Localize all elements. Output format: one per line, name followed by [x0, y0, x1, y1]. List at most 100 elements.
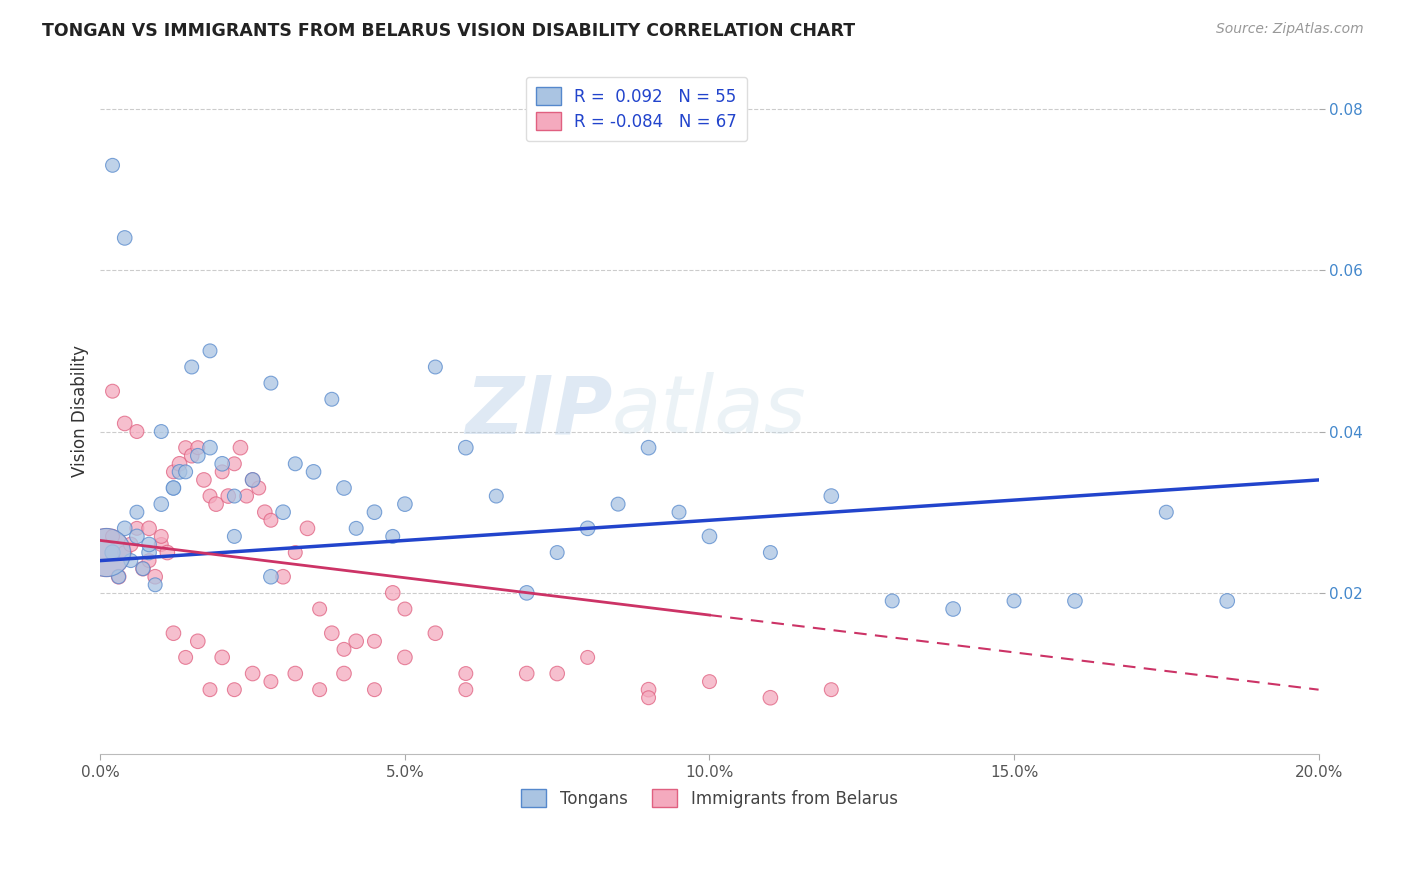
Point: [308, 682, 330, 697]
Point: [150, 537, 173, 551]
Point: [180, 449, 202, 463]
Point: [302, 465, 325, 479]
Text: ZIP: ZIP: [464, 372, 612, 450]
Point: [942, 602, 965, 616]
Point: [211, 650, 233, 665]
Y-axis label: Vision Disability: Vision Disability: [72, 345, 89, 477]
Point: [162, 481, 184, 495]
Text: Source: ZipAtlas.com: Source: ZipAtlas.com: [1216, 22, 1364, 37]
Point: [187, 441, 209, 455]
Point: [271, 570, 294, 584]
Point: [193, 473, 215, 487]
Point: [120, 537, 142, 551]
Point: [242, 473, 264, 487]
Point: [101, 158, 124, 172]
Point: [101, 384, 124, 399]
Point: [125, 505, 148, 519]
Point: [114, 231, 136, 245]
Point: [308, 602, 330, 616]
Point: [381, 529, 404, 543]
Point: [198, 343, 221, 358]
Point: [260, 674, 283, 689]
Point: [546, 666, 568, 681]
Point: [107, 570, 129, 584]
Point: [1156, 505, 1178, 519]
Point: [381, 586, 404, 600]
Point: [242, 473, 264, 487]
Point: [394, 497, 416, 511]
Point: [637, 682, 659, 697]
Point: [637, 690, 659, 705]
Point: [229, 441, 252, 455]
Point: [1064, 594, 1087, 608]
Point: [211, 457, 233, 471]
Point: [125, 521, 148, 535]
Point: [425, 626, 447, 640]
Point: [224, 489, 246, 503]
Point: [284, 545, 307, 559]
Text: atlas: atlas: [612, 372, 807, 450]
Point: [363, 505, 385, 519]
Point: [96, 545, 118, 559]
Point: [759, 690, 782, 705]
Point: [454, 441, 477, 455]
Point: [454, 682, 477, 697]
Point: [297, 521, 319, 535]
Point: [174, 650, 197, 665]
Point: [174, 441, 197, 455]
Point: [150, 425, 173, 439]
Point: [150, 497, 173, 511]
Point: [224, 457, 246, 471]
Text: TONGAN VS IMMIGRANTS FROM BELARUS VISION DISABILITY CORRELATION CHART: TONGAN VS IMMIGRANTS FROM BELARUS VISION…: [42, 22, 855, 40]
Legend: Tongans, Immigrants from Belarus: Tongans, Immigrants from Belarus: [515, 782, 904, 814]
Point: [162, 481, 184, 495]
Point: [576, 521, 599, 535]
Point: [668, 505, 690, 519]
Point: [101, 545, 124, 559]
Point: [143, 578, 166, 592]
Point: [253, 505, 276, 519]
Point: [162, 626, 184, 640]
Point: [120, 553, 142, 567]
Point: [107, 570, 129, 584]
Point: [143, 570, 166, 584]
Point: [1216, 594, 1239, 608]
Point: [138, 553, 160, 567]
Point: [394, 602, 416, 616]
Point: [247, 481, 270, 495]
Point: [114, 521, 136, 535]
Point: [1002, 594, 1025, 608]
Point: [284, 457, 307, 471]
Point: [125, 425, 148, 439]
Point: [132, 562, 155, 576]
Point: [394, 650, 416, 665]
Point: [333, 666, 356, 681]
Point: [169, 457, 191, 471]
Point: [260, 376, 283, 391]
Point: [321, 626, 343, 640]
Point: [882, 594, 904, 608]
Point: [284, 666, 307, 681]
Point: [224, 529, 246, 543]
Point: [150, 529, 173, 543]
Point: [198, 489, 221, 503]
Point: [637, 441, 659, 455]
Point: [260, 570, 283, 584]
Point: [187, 634, 209, 648]
Point: [699, 674, 721, 689]
Point: [516, 586, 538, 600]
Point: [699, 529, 721, 543]
Point: [576, 650, 599, 665]
Point: [607, 497, 630, 511]
Point: [187, 449, 209, 463]
Point: [425, 359, 447, 374]
Point: [333, 481, 356, 495]
Point: [101, 529, 124, 543]
Point: [96, 545, 118, 559]
Point: [125, 529, 148, 543]
Point: [114, 545, 136, 559]
Point: [138, 545, 160, 559]
Point: [174, 465, 197, 479]
Point: [363, 682, 385, 697]
Point: [333, 642, 356, 657]
